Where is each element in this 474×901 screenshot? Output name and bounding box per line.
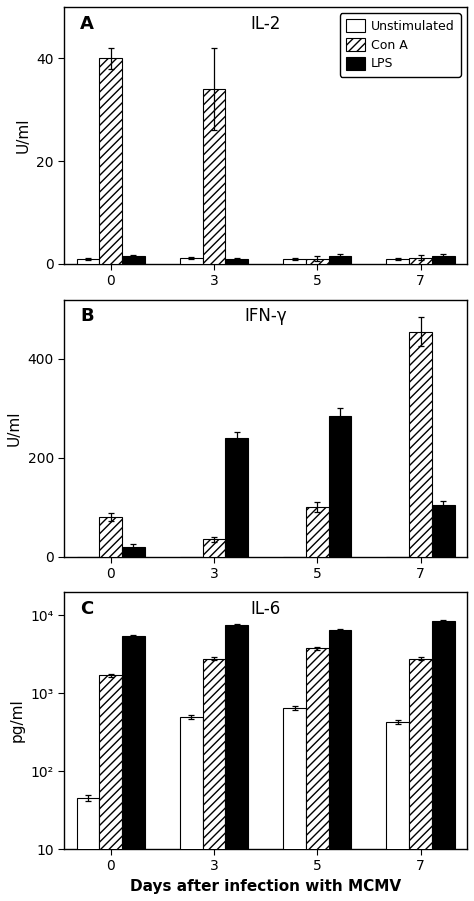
Bar [77,798,99,901]
Bar [122,547,145,557]
Bar [306,507,328,557]
Text: C: C [80,600,93,618]
Bar [225,625,248,901]
Bar [99,517,122,557]
Legend: Unstimulated, Con A, LPS: Unstimulated, Con A, LPS [339,14,461,77]
Bar [306,259,328,264]
Text: B: B [80,307,94,325]
Bar [409,332,432,557]
Text: IFN-γ: IFN-γ [244,307,287,325]
Bar [432,256,455,264]
Text: IL-2: IL-2 [250,14,281,32]
Bar [432,621,455,901]
Bar [225,438,248,557]
Text: IL-6: IL-6 [250,600,281,618]
Bar [202,539,225,557]
Bar [283,259,306,264]
Text: A: A [80,14,94,32]
Y-axis label: U/ml: U/ml [7,410,22,446]
Bar [225,259,248,264]
Bar [180,258,202,264]
Bar [77,259,99,264]
Bar [202,89,225,264]
Y-axis label: pg/ml: pg/ml [10,698,25,742]
Bar [283,708,306,901]
Bar [409,258,432,264]
Bar [99,676,122,901]
Bar [180,717,202,901]
Bar [306,648,328,901]
Bar [328,256,351,264]
Bar [122,256,145,264]
Y-axis label: U/ml: U/ml [16,118,31,153]
Bar [386,259,409,264]
Bar [432,505,455,557]
Bar [328,630,351,901]
Bar [328,415,351,557]
Bar [386,722,409,901]
Bar [202,659,225,901]
Bar [99,59,122,264]
X-axis label: Days after infection with MCMV: Days after infection with MCMV [130,879,401,894]
Bar [122,636,145,901]
Bar [409,659,432,901]
